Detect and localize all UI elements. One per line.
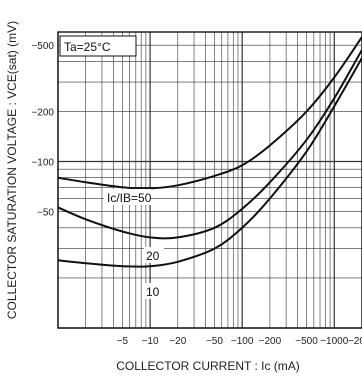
grid [57,31,362,329]
y-tick-label: −50 [37,208,54,219]
condition-label: Ta=25°C [64,40,111,54]
x-tick-label: −10 [142,336,159,347]
x-tick-label: −2000 [348,336,362,347]
x-ticks: −5 −10 −20 −50 −100 −200 −500−1000−2000 [117,336,362,347]
x-tick-label: −5 [117,336,129,347]
y-tick-label: −200 [31,107,54,118]
x-tick-label: −100 [231,336,254,347]
label-ratio-10: 10 [146,285,160,299]
series-group [57,36,362,268]
plot-frame [57,31,362,329]
x-axis-label: COLLECTOR CURRENT : Ic (mA) [116,359,300,373]
series-line-1 [57,49,362,240]
x-tick-label: −1000 [320,336,349,347]
series-label-50: Ic/IB=50 [104,189,152,205]
series-line-0 [57,36,362,190]
condition-box: Ta=25°C [59,35,137,57]
x-tick-label: −200 [259,336,282,347]
x-tick-label: −50 [206,336,223,347]
series-line-2 [57,57,362,268]
y-tick-label: −500 [31,41,54,52]
series-label-10: 10 [144,283,164,299]
label-ic-ib-50: Ic/IB=50 [107,191,152,205]
y-axis-label: COLLECTOR SATURATION VOLTAGE : VCE(sat) … [5,21,19,319]
y-ticks: −50 −100 −200 −500 [31,41,54,218]
x-tick-label: −500 [295,336,318,347]
label-ratio-20: 20 [146,249,160,263]
series-label-20: 20 [144,247,164,263]
x-tick-label: −20 [169,336,186,347]
y-tick-label: −100 [31,158,54,169]
